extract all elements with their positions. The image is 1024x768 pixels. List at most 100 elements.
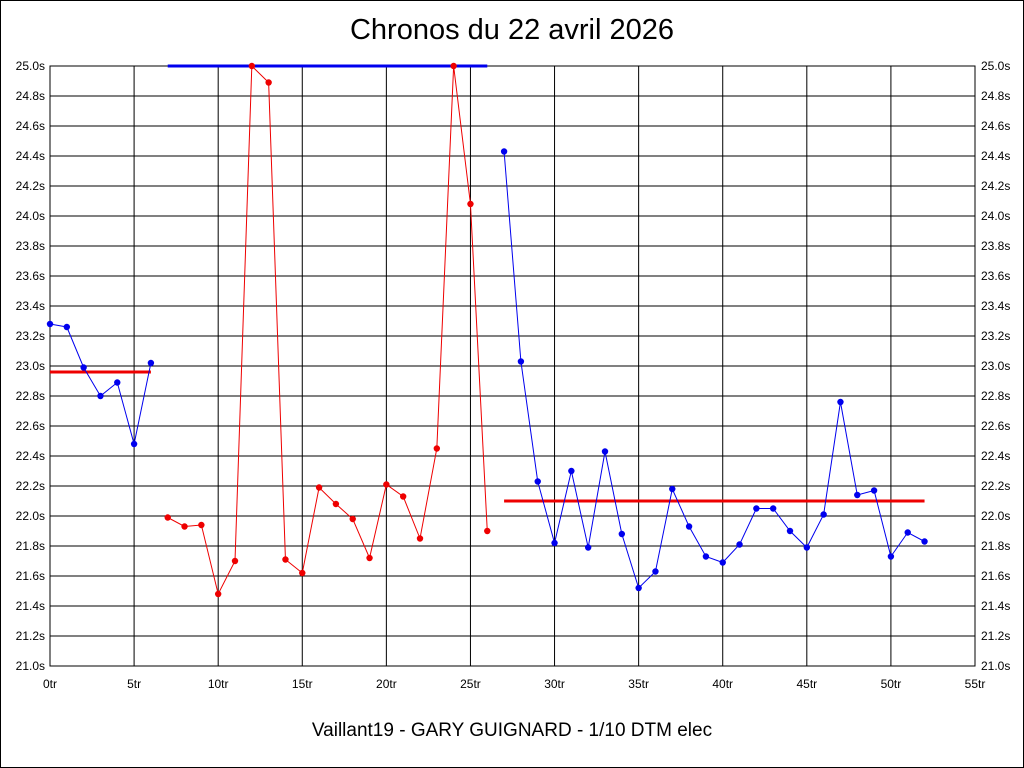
lap-point (198, 521, 205, 529)
lap-point (887, 553, 895, 560)
x-tick-label: 15tr (292, 677, 313, 691)
lap-point (265, 79, 272, 86)
lap-point (702, 553, 710, 560)
lap-point (130, 440, 138, 448)
y-tick-label-right: 24.6s (981, 119, 1010, 133)
lap-point (484, 527, 491, 535)
lap-point (820, 511, 827, 518)
lap-point (904, 529, 911, 536)
y-tick-label-left: 22.8s (16, 389, 45, 403)
lap-point (635, 584, 642, 592)
y-tick-label-right: 23.0s (981, 359, 1010, 373)
y-tick-label-left: 23.0s (16, 359, 45, 373)
y-tick-label-right: 23.6s (981, 269, 1010, 283)
lap-point (214, 590, 222, 598)
lap-point (803, 544, 811, 551)
y-tick-label-left: 25.0s (16, 59, 45, 73)
lap-point (248, 62, 256, 70)
chart-title: Chronos du 22 avril 2026 (349, 14, 675, 46)
y-tick-label-right: 21.4s (981, 599, 1010, 613)
lap-point (164, 514, 171, 521)
x-tick-label: 30tr (544, 677, 565, 691)
lap-point (366, 554, 373, 562)
y-tick-label-right: 23.4s (981, 299, 1010, 313)
lap-point (349, 515, 356, 523)
y-tick-label-left: 23.8s (16, 239, 45, 253)
y-tick-label-right: 25.0s (981, 59, 1010, 73)
y-tick-label-left: 21.6s (16, 569, 45, 583)
y-tick-label-right: 24.2s (981, 179, 1010, 193)
lap-point (551, 539, 558, 547)
x-tick-label: 50tr (881, 677, 902, 691)
y-tick-label-left: 22.6s (16, 419, 45, 433)
lap-point (383, 481, 390, 488)
x-tick-label: 20tr (376, 677, 397, 691)
lap-point (315, 484, 323, 491)
lap-point (450, 62, 457, 70)
y-tick-label-right: 21.6s (981, 569, 1010, 583)
lap-point (147, 359, 155, 367)
y-tick-label-right: 24.8s (981, 89, 1010, 103)
lap-point (719, 559, 726, 566)
lap-point (601, 448, 609, 455)
lap-point (467, 200, 474, 208)
lap-point (584, 544, 592, 551)
lap-point (416, 535, 424, 542)
y-tick-label-right: 21.0s (981, 659, 1010, 673)
lap-point (753, 505, 760, 512)
y-tick-label-right: 23.2s (981, 329, 1010, 343)
lap-point (568, 467, 575, 475)
lap-point (114, 379, 121, 386)
chart-footer: Vaillant19 - GARY GUIGNARD - 1/10 DTM el… (311, 720, 713, 741)
plot-area-border (49, 65, 976, 667)
x-tick-label: 0tr (43, 677, 57, 691)
y-tick-label-left: 21.4s (16, 599, 45, 613)
lap-point (618, 530, 626, 538)
lap-point (652, 568, 659, 575)
y-tick-label-left: 23.2s (16, 329, 45, 343)
y-tick-label-left: 24.6s (16, 119, 45, 133)
lap-point (299, 569, 306, 577)
lap-point (433, 445, 441, 452)
y-tick-label-right: 21.8s (981, 539, 1010, 553)
lap-point (534, 478, 541, 485)
lap-point (837, 398, 844, 406)
lap-point (500, 148, 508, 155)
x-tick-label: 25tr (460, 677, 481, 691)
lap-point (399, 493, 407, 500)
lap-point (46, 320, 54, 328)
y-tick-label-left: 24.4s (16, 149, 45, 163)
lap-point (282, 556, 289, 563)
lap-point (921, 538, 928, 545)
lap-point (669, 485, 676, 493)
lap-point (332, 500, 340, 508)
x-tick-label: 5tr (127, 677, 141, 691)
y-tick-label-right: 22.4s (981, 449, 1010, 463)
lap-point (769, 505, 777, 512)
y-tick-label-right: 22.6s (981, 419, 1010, 433)
y-tick-label-left: 21.0s (16, 659, 45, 673)
y-tick-label-left: 24.8s (16, 89, 45, 103)
lap-point (80, 364, 87, 371)
y-tick-label-left: 24.2s (16, 179, 45, 193)
y-tick-label-left: 21.8s (16, 539, 45, 553)
lap-point (786, 527, 794, 535)
y-tick-label-left: 23.6s (16, 269, 45, 283)
x-tick-label: 40tr (712, 677, 733, 691)
lap-point (854, 491, 861, 499)
lap-point (231, 557, 239, 565)
lap-series-line (503, 151, 925, 589)
y-tick-label-left: 24.0s (16, 209, 45, 223)
y-tick-label-right: 24.4s (981, 149, 1010, 163)
y-tick-label-left: 22.2s (16, 479, 45, 493)
y-tick-label-left: 22.0s (16, 509, 45, 523)
lap-point (736, 541, 743, 548)
y-tick-label-right: 22.2s (981, 479, 1010, 493)
x-tick-label: 10tr (208, 677, 229, 691)
lap-point (517, 358, 525, 365)
lap-point (63, 323, 71, 331)
y-tick-label-left: 23.4s (16, 299, 45, 313)
y-tick-label-right: 23.8s (981, 239, 1010, 253)
lap-point (97, 392, 104, 400)
